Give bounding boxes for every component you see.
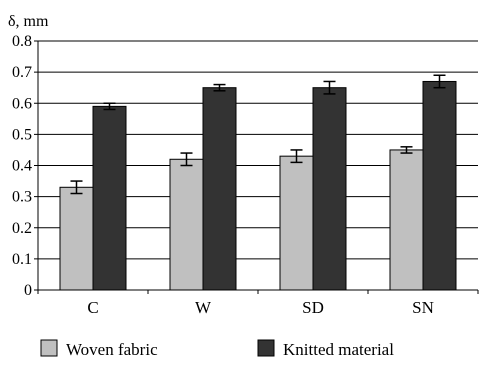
y-tick-label: 0.1 [12, 251, 32, 268]
axes: 0 0.1 0.2 0.3 0.4 0.5 0.6 0.7 0.8 δ, mm C W SD SN [8, 13, 479, 317]
bars [59, 80, 457, 291]
x-tick-label: C [87, 298, 98, 317]
y-tick-label: 0.2 [12, 220, 32, 237]
y-tick-label: 0.7 [12, 64, 32, 81]
x-tick-label: W [195, 298, 212, 317]
y-tick-label: 0.4 [12, 158, 32, 175]
bar-knitted-c [92, 105, 127, 291]
bar-woven-w [169, 158, 204, 291]
legend: Woven fabric Knitted material [40, 339, 394, 359]
y-tick-label: 0 [24, 282, 32, 299]
bar-woven-c [59, 186, 94, 291]
bar-knitted-w [202, 87, 237, 291]
bar-woven-sd [279, 155, 314, 291]
y-axis-label: δ, mm [8, 13, 49, 30]
y-tick-label: 0.6 [12, 95, 32, 112]
x-tick-label: SN [412, 298, 434, 317]
bar-knitted-sn [422, 80, 457, 291]
legend-swatch-knitted [257, 339, 275, 357]
legend-label-knitted: Knitted material [283, 340, 394, 359]
y-tick-label: 0.3 [12, 189, 32, 206]
bar-knitted-sd [312, 87, 347, 291]
legend-swatch-woven [40, 339, 58, 357]
y-tick-label: 0.8 [12, 33, 32, 50]
bar-woven-sn [389, 149, 424, 291]
x-tick-label: SD [302, 298, 324, 317]
error-bars [70, 74, 446, 195]
y-tick-label: 0.5 [12, 126, 32, 143]
legend-label-woven: Woven fabric [66, 340, 158, 359]
